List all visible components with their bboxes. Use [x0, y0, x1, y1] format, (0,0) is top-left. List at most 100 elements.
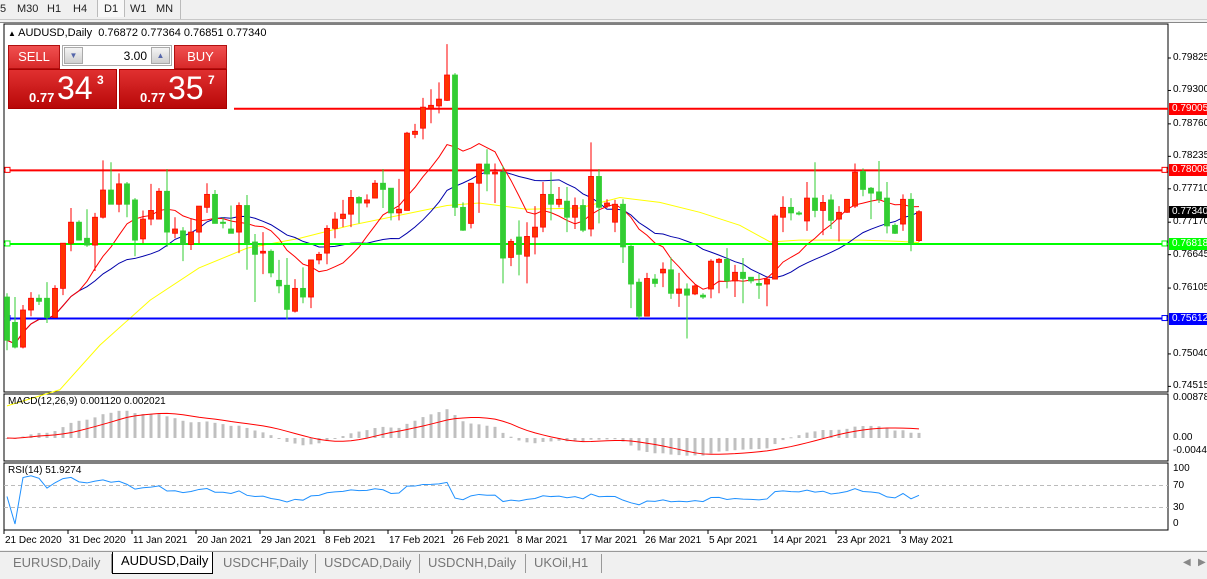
- tab-ukoil-h1[interactable]: UKOil,H1: [526, 554, 602, 573]
- macd-histogram-bar: [221, 424, 225, 438]
- candle-body: [564, 200, 570, 218]
- candle-body: [188, 231, 194, 245]
- buy-button[interactable]: BUY: [174, 45, 227, 69]
- lot-decrease-button[interactable]: ▼: [64, 47, 83, 64]
- lot-size-input[interactable]: 3.00: [123, 49, 147, 63]
- sell-button[interactable]: SELL: [8, 45, 60, 69]
- level-handle: [4, 240, 11, 247]
- macd-histogram-bar: [229, 425, 233, 438]
- timeframe-w1[interactable]: W1: [130, 3, 147, 15]
- lot-size-stepper[interactable]: ▼ 3.00 ▲: [62, 45, 172, 66]
- macd-histogram-bar: [829, 430, 833, 438]
- candle-body: [732, 271, 738, 282]
- lot-increase-button[interactable]: ▲: [151, 47, 170, 64]
- macd-signal-line: [6, 412, 920, 455]
- macd-histogram-bar: [213, 422, 217, 438]
- price-tick: 0.77710: [1173, 182, 1207, 194]
- bearish-candle: [700, 293, 706, 299]
- bullish-candle: [308, 259, 314, 309]
- macd-histogram-bar: [381, 426, 385, 438]
- candle-body: [884, 197, 890, 227]
- macd-histogram-bar: [77, 420, 81, 438]
- candle-body: [780, 206, 786, 218]
- bullish-candle: [92, 212, 98, 272]
- bearish-candle: [36, 294, 42, 306]
- scroll-right-icon[interactable]: ▶: [1198, 557, 1206, 568]
- bullish-candle: [116, 173, 122, 213]
- tab-audusd-daily[interactable]: AUDUSD,Daily: [112, 552, 213, 574]
- candle-body: [44, 297, 50, 318]
- bullish-candle: [844, 198, 850, 213]
- bearish-candle: [892, 223, 898, 234]
- bearish-candle: [124, 181, 130, 218]
- rsi-label: RSI(14) 51.9274: [8, 465, 82, 476]
- macd-histogram-bar: [573, 438, 577, 441]
- candle-body: [84, 237, 90, 246]
- macd-histogram-bar: [141, 414, 145, 438]
- chart-symbol: AUDUSD,Daily: [18, 27, 93, 39]
- bearish-candle: [244, 194, 250, 270]
- scroll-left-icon[interactable]: ◀: [1183, 557, 1191, 568]
- timeframe-h4[interactable]: H4: [73, 3, 88, 15]
- candle-body: [4, 296, 10, 341]
- bullish-candle: [916, 210, 922, 242]
- macd-histogram-bar: [125, 410, 129, 438]
- bearish-candle: [908, 193, 914, 252]
- date-label: 5 Apr 2021: [709, 535, 758, 546]
- triangle-up-icon[interactable]: ▲: [8, 29, 19, 38]
- tab-usdcnh-daily[interactable]: USDCNH,Daily: [420, 554, 526, 573]
- date-label: 8 Feb 2021: [325, 535, 376, 546]
- candle-body: [156, 190, 162, 220]
- bullish-candle: [372, 180, 378, 199]
- timeframe-m30[interactable]: M30: [17, 3, 39, 15]
- toolbar-divider: [180, 0, 181, 19]
- timeframe-mn[interactable]: MN: [156, 3, 174, 15]
- bearish-candle: [860, 168, 866, 197]
- price-tick: 0.78235: [1173, 150, 1207, 162]
- candle-body: [716, 258, 722, 263]
- candle-body: [644, 278, 650, 317]
- macd-histogram-bar: [109, 412, 113, 438]
- date-label: 20 Jan 2021: [197, 535, 253, 546]
- macd-histogram-bar: [517, 438, 521, 441]
- bearish-candle: [828, 194, 834, 229]
- macd-histogram-bar: [773, 438, 777, 445]
- sell-price-fraction: 3: [97, 73, 104, 87]
- candle-body: [692, 285, 698, 295]
- timeframe-m15[interactable]: 5: [0, 3, 7, 15]
- sell-price-button[interactable]: 0.77 34 3: [8, 69, 117, 109]
- bullish-candle: [508, 238, 514, 267]
- candle-body: [380, 182, 386, 190]
- price-tick: 0.77170: [1173, 216, 1207, 228]
- bullish-candle: [572, 197, 578, 229]
- macd-histogram-bar: [445, 409, 449, 438]
- chart-ohlc: 0.76872 0.77364 0.76851 0.77340: [98, 27, 267, 39]
- tab-eurusd-daily[interactable]: EURUSD,Daily: [5, 554, 112, 573]
- macd-histogram-bar: [765, 438, 769, 449]
- macd-histogram-bar: [429, 414, 433, 438]
- date-label: 31 Dec 2020: [69, 535, 126, 546]
- candle-body: [684, 288, 690, 296]
- tab-usdcad-daily[interactable]: USDCAD,Daily: [316, 554, 420, 573]
- candle-body: [428, 104, 434, 109]
- candle-body: [316, 253, 322, 261]
- timeframe-d1[interactable]: D1: [97, 0, 126, 17]
- candle-body: [660, 268, 666, 274]
- bearish-candle: [252, 233, 258, 302]
- bearish-candle: [108, 162, 114, 205]
- macd-histogram-bar: [173, 418, 177, 438]
- bullish-candle: [332, 212, 338, 239]
- rsi-tick: 70: [1173, 479, 1185, 491]
- candle-body: [628, 245, 634, 285]
- bearish-candle: [724, 248, 730, 289]
- tab-usdchf-daily[interactable]: USDCHF,Daily: [215, 554, 316, 573]
- bullish-candle: [836, 206, 842, 242]
- macd-histogram-bar: [509, 436, 513, 438]
- bullish-candle: [732, 264, 738, 298]
- buy-price-button[interactable]: 0.77 35 7: [119, 69, 227, 109]
- macd-histogram-bar: [413, 420, 417, 438]
- bearish-candle: [228, 205, 234, 234]
- candle-body: [596, 176, 602, 208]
- timeframe-h1[interactable]: H1: [47, 3, 62, 15]
